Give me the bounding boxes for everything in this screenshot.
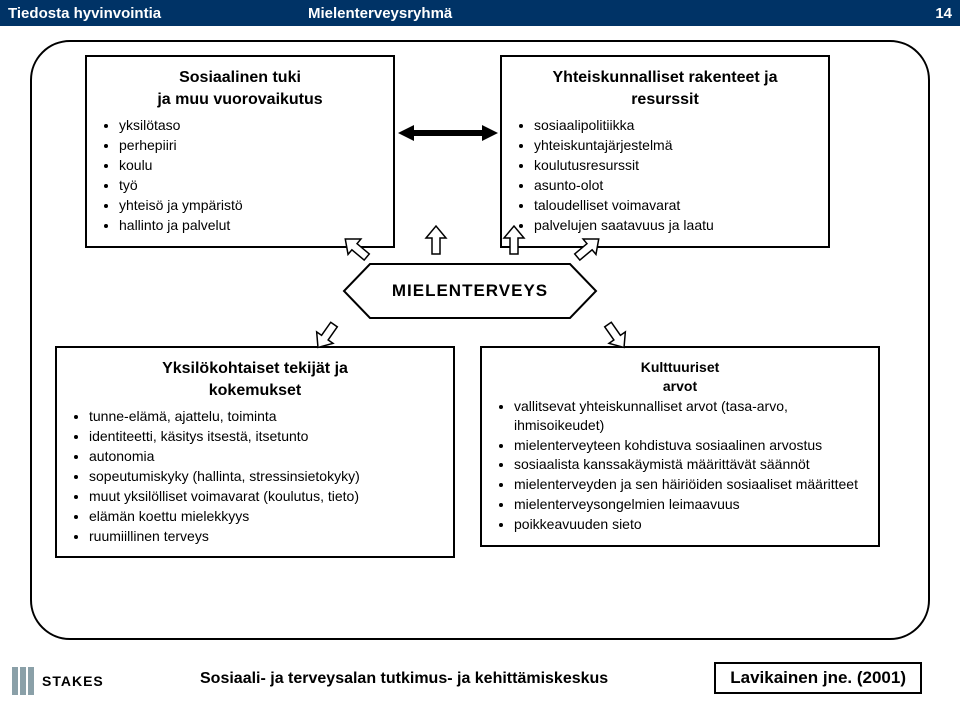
box-structures-resources-list: sosiaalipolitiikka yhteiskuntajärjestelm… — [516, 116, 814, 234]
list-item: poikkeavuuden sieto — [514, 515, 864, 534]
double-arrow-icon — [398, 124, 498, 142]
list-item: asunto-olot — [534, 176, 814, 195]
list-item: mielenterveyden ja sen häiriöiden sosiaa… — [514, 475, 864, 494]
box-individual-factors-list: tunne-elämä, ajattelu, toiminta identite… — [71, 407, 439, 545]
list-item: autonomia — [89, 447, 439, 466]
stakes-logo-text: STAKES — [42, 673, 104, 689]
citation-box: Lavikainen jne. (2001) — [714, 662, 922, 694]
list-item: ruumiillinen terveys — [89, 527, 439, 546]
list-item: vallitsevat yhteiskunnalliset arvot (tas… — [514, 397, 864, 435]
box-structures-resources-title: Yhteiskunnalliset rakenteet ja resurssit — [516, 67, 814, 110]
list-item: identiteetti, käsitys itsestä, itsetunto — [89, 427, 439, 446]
list-item: mielenterveyteen kohdistuva sosiaalinen … — [514, 436, 864, 455]
box-cultural-values: Kulttuuriset arvot vallitsevat yhteiskun… — [480, 346, 880, 547]
list-item: yhteiskuntajärjestelmä — [534, 136, 814, 155]
box-cultural-values-list: vallitsevat yhteiskunnalliset arvot (tas… — [496, 397, 864, 534]
list-item: perhepiiri — [119, 136, 379, 155]
box-social-support-title: Sosiaalinen tuki ja muu vuorovaikutus — [101, 67, 379, 110]
box-structures-resources: Yhteiskunnalliset rakenteet ja resurssit… — [500, 55, 830, 248]
list-item: hallinto ja palvelut — [119, 216, 379, 235]
list-item: muut yksilölliset voimavarat (koulutus, … — [89, 487, 439, 506]
logo-bar-icon — [20, 667, 26, 695]
box-cultural-values-subtitle: arvot — [496, 377, 864, 396]
list-item: sopeutumiskyky (hallinta, stressinsietok… — [89, 467, 439, 486]
footer-center-text: Sosiaali- ja terveysalan tutkimus- ja ke… — [200, 670, 608, 688]
center-hexagon: MIELENTERVEYS — [340, 260, 600, 322]
footer: STAKES Sosiaali- ja terveysalan tutkimus… — [0, 660, 960, 702]
header-bar: Tiedosta hyvinvointia Mielenterveysryhmä… — [0, 0, 960, 26]
list-item: yhteisö ja ympäristö — [119, 196, 379, 215]
list-item: tunne-elämä, ajattelu, toiminta — [89, 407, 439, 426]
header-mid: Mielenterveysryhmä — [308, 5, 912, 22]
box-individual-factors: Yksilökohtaiset tekijät ja kokemukset tu… — [55, 346, 455, 558]
header-left: Tiedosta hyvinvointia — [8, 5, 308, 22]
box-social-support-list: yksilötaso perhepiiri koulu työ yhteisö … — [101, 116, 379, 234]
box-individual-factors-title: Yksilökohtaiset tekijät ja kokemukset — [71, 358, 439, 401]
list-item: mielenterveysongelmien leimaavuus — [514, 495, 864, 514]
list-item: yksilötaso — [119, 116, 379, 135]
list-item: koulutusresurssit — [534, 156, 814, 175]
list-item: työ — [119, 176, 379, 195]
box-cultural-values-title: Kulttuuriset — [496, 358, 864, 377]
header-page-number: 14 — [912, 5, 952, 22]
list-item: sosiaalipolitiikka — [534, 116, 814, 135]
stakes-logo: STAKES — [12, 664, 132, 698]
center-hexagon-label: MIELENTERVEYS — [340, 260, 600, 322]
list-item: elämän koettu mielekkyys — [89, 507, 439, 526]
outline-arrow-icon — [498, 224, 530, 256]
outline-arrow-icon — [420, 224, 452, 256]
logo-bar-icon — [12, 667, 18, 695]
list-item: taloudelliset voimavarat — [534, 196, 814, 215]
list-item: koulu — [119, 156, 379, 175]
list-item: sosiaalista kanssakäymistä määrittävät s… — [514, 455, 864, 474]
box-social-support: Sosiaalinen tuki ja muu vuorovaikutus yk… — [85, 55, 395, 248]
logo-bar-icon — [28, 667, 34, 695]
list-item: palvelujen saatavuus ja laatu — [534, 216, 814, 235]
